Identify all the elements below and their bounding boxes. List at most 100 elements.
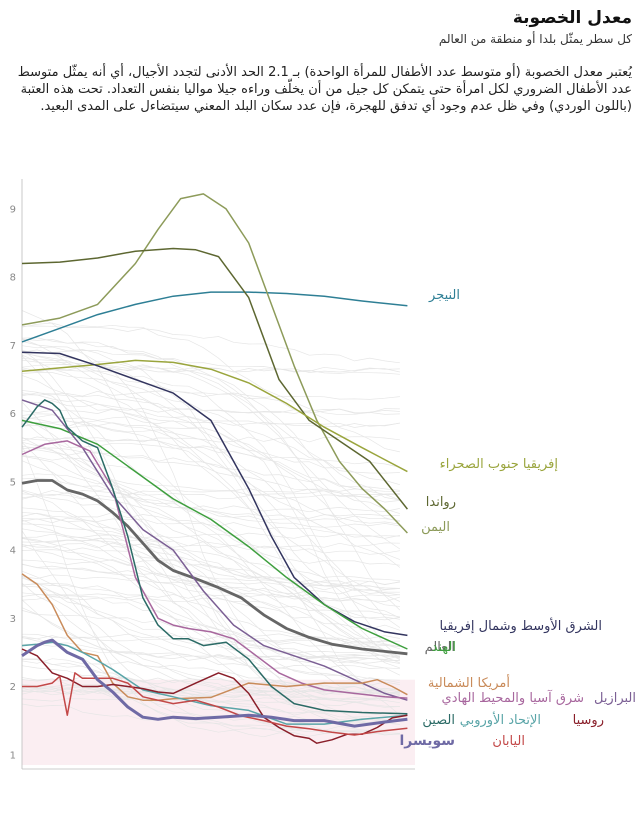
series-label: الهند xyxy=(432,640,456,655)
background-line xyxy=(21,421,400,657)
y-tick-label: 4 xyxy=(10,546,16,557)
background-line xyxy=(21,436,400,443)
y-tick-label: 2 xyxy=(10,682,16,693)
background-line xyxy=(21,338,400,414)
y-tick-label: 9 xyxy=(10,204,16,215)
series-line xyxy=(21,641,408,725)
background-line xyxy=(21,372,400,486)
series-label: أمريكا الشمالية xyxy=(428,674,510,691)
series-label: روسيا xyxy=(573,713,604,728)
background-line xyxy=(21,310,400,528)
series-lines xyxy=(21,193,408,744)
background-line xyxy=(21,539,401,664)
background-line xyxy=(21,574,400,607)
background-line xyxy=(21,359,401,550)
series-line xyxy=(21,440,408,699)
background-line xyxy=(21,544,400,587)
axes: 1 2 3 4 5 6 7 8 9 1960 1970 1980 1990 2000 2010 xyxy=(9,179,415,775)
x-tick-label: 1960 xyxy=(9,774,34,775)
series-line xyxy=(21,638,408,728)
background-line xyxy=(21,375,400,428)
background-line xyxy=(21,607,400,686)
series-line xyxy=(21,419,408,650)
background-line xyxy=(21,455,400,566)
background-line xyxy=(21,366,400,373)
background-line xyxy=(21,687,400,708)
background-line xyxy=(21,689,400,700)
series-label: البرازيل xyxy=(594,691,636,706)
series-line xyxy=(21,479,408,656)
background-line xyxy=(21,441,401,501)
series-line xyxy=(21,359,408,473)
background-line xyxy=(21,442,400,602)
background-line xyxy=(21,686,400,696)
y-tick-label: 1 xyxy=(10,750,16,761)
y-tick-label: 5 xyxy=(10,477,16,488)
background-line xyxy=(21,633,400,643)
y-tick-label: 8 xyxy=(10,273,16,284)
background-line xyxy=(21,537,400,722)
series-label: الإتحاد الأوروبي xyxy=(460,711,541,728)
series-line xyxy=(21,247,408,510)
background-line xyxy=(21,437,400,493)
background-line xyxy=(21,322,400,416)
background-line xyxy=(21,354,401,602)
series-label: الصين xyxy=(422,713,455,728)
series-line xyxy=(22,672,408,736)
background-line xyxy=(21,532,400,539)
x-tick-label: 1990 xyxy=(236,774,261,775)
background-line xyxy=(21,390,400,521)
background-line xyxy=(21,576,400,701)
background-line xyxy=(21,582,400,664)
background-line xyxy=(21,489,400,647)
background-line xyxy=(21,341,400,684)
background-line xyxy=(21,511,400,592)
series-label: إفريقيا جنوب الصحراء xyxy=(440,457,558,472)
background-line xyxy=(21,563,400,591)
background-line xyxy=(21,436,400,474)
series-label: العالم xyxy=(425,640,455,655)
x-tick-label: 1980 xyxy=(160,774,185,775)
chart-header: معدل الخصوبة كل سطر يمثّل بلدا أو منطقة … xyxy=(12,6,632,115)
background-line xyxy=(21,676,400,691)
series-line xyxy=(21,399,408,701)
series-label: شرق آسيا والمحيط الهادي xyxy=(442,689,584,706)
background-line xyxy=(21,665,400,694)
background-line xyxy=(21,559,401,661)
background-line xyxy=(21,394,401,628)
series-line xyxy=(21,648,408,744)
series-line xyxy=(21,193,408,534)
background-line xyxy=(21,455,400,513)
background-line xyxy=(21,369,401,659)
background-line xyxy=(21,517,400,538)
background-line xyxy=(21,570,400,670)
background-country-lines xyxy=(21,310,401,738)
x-tick-label: 1970 xyxy=(85,774,110,775)
background-line xyxy=(21,350,401,611)
x-tick-label: 2000 xyxy=(312,774,337,775)
background-line xyxy=(21,583,400,658)
background-line xyxy=(21,477,400,620)
background-line xyxy=(21,686,400,704)
background-line xyxy=(21,495,400,590)
x-tick-label: 2010 xyxy=(387,774,412,775)
background-line xyxy=(21,658,400,716)
background-line xyxy=(21,390,400,453)
chart-subtitle: كل سطر يمثّل بلدا أو منطقة من العالم xyxy=(438,32,632,46)
background-line xyxy=(21,545,400,650)
background-line xyxy=(21,351,400,468)
background-line xyxy=(21,637,400,732)
series-label: النيجر xyxy=(428,288,460,303)
chart-title: معدل الخصوبة xyxy=(512,8,632,28)
background-line xyxy=(21,345,401,619)
background-line xyxy=(21,519,400,595)
series-label: سويسرا xyxy=(399,733,455,749)
background-line xyxy=(21,494,400,596)
y-tick-label: 7 xyxy=(10,341,16,352)
y-tick-label: 3 xyxy=(10,614,16,625)
background-line xyxy=(21,325,400,364)
series-label: اليابان xyxy=(492,734,525,749)
series-label: رواندا xyxy=(426,495,456,510)
background-line xyxy=(21,473,400,696)
background-line xyxy=(21,683,400,695)
